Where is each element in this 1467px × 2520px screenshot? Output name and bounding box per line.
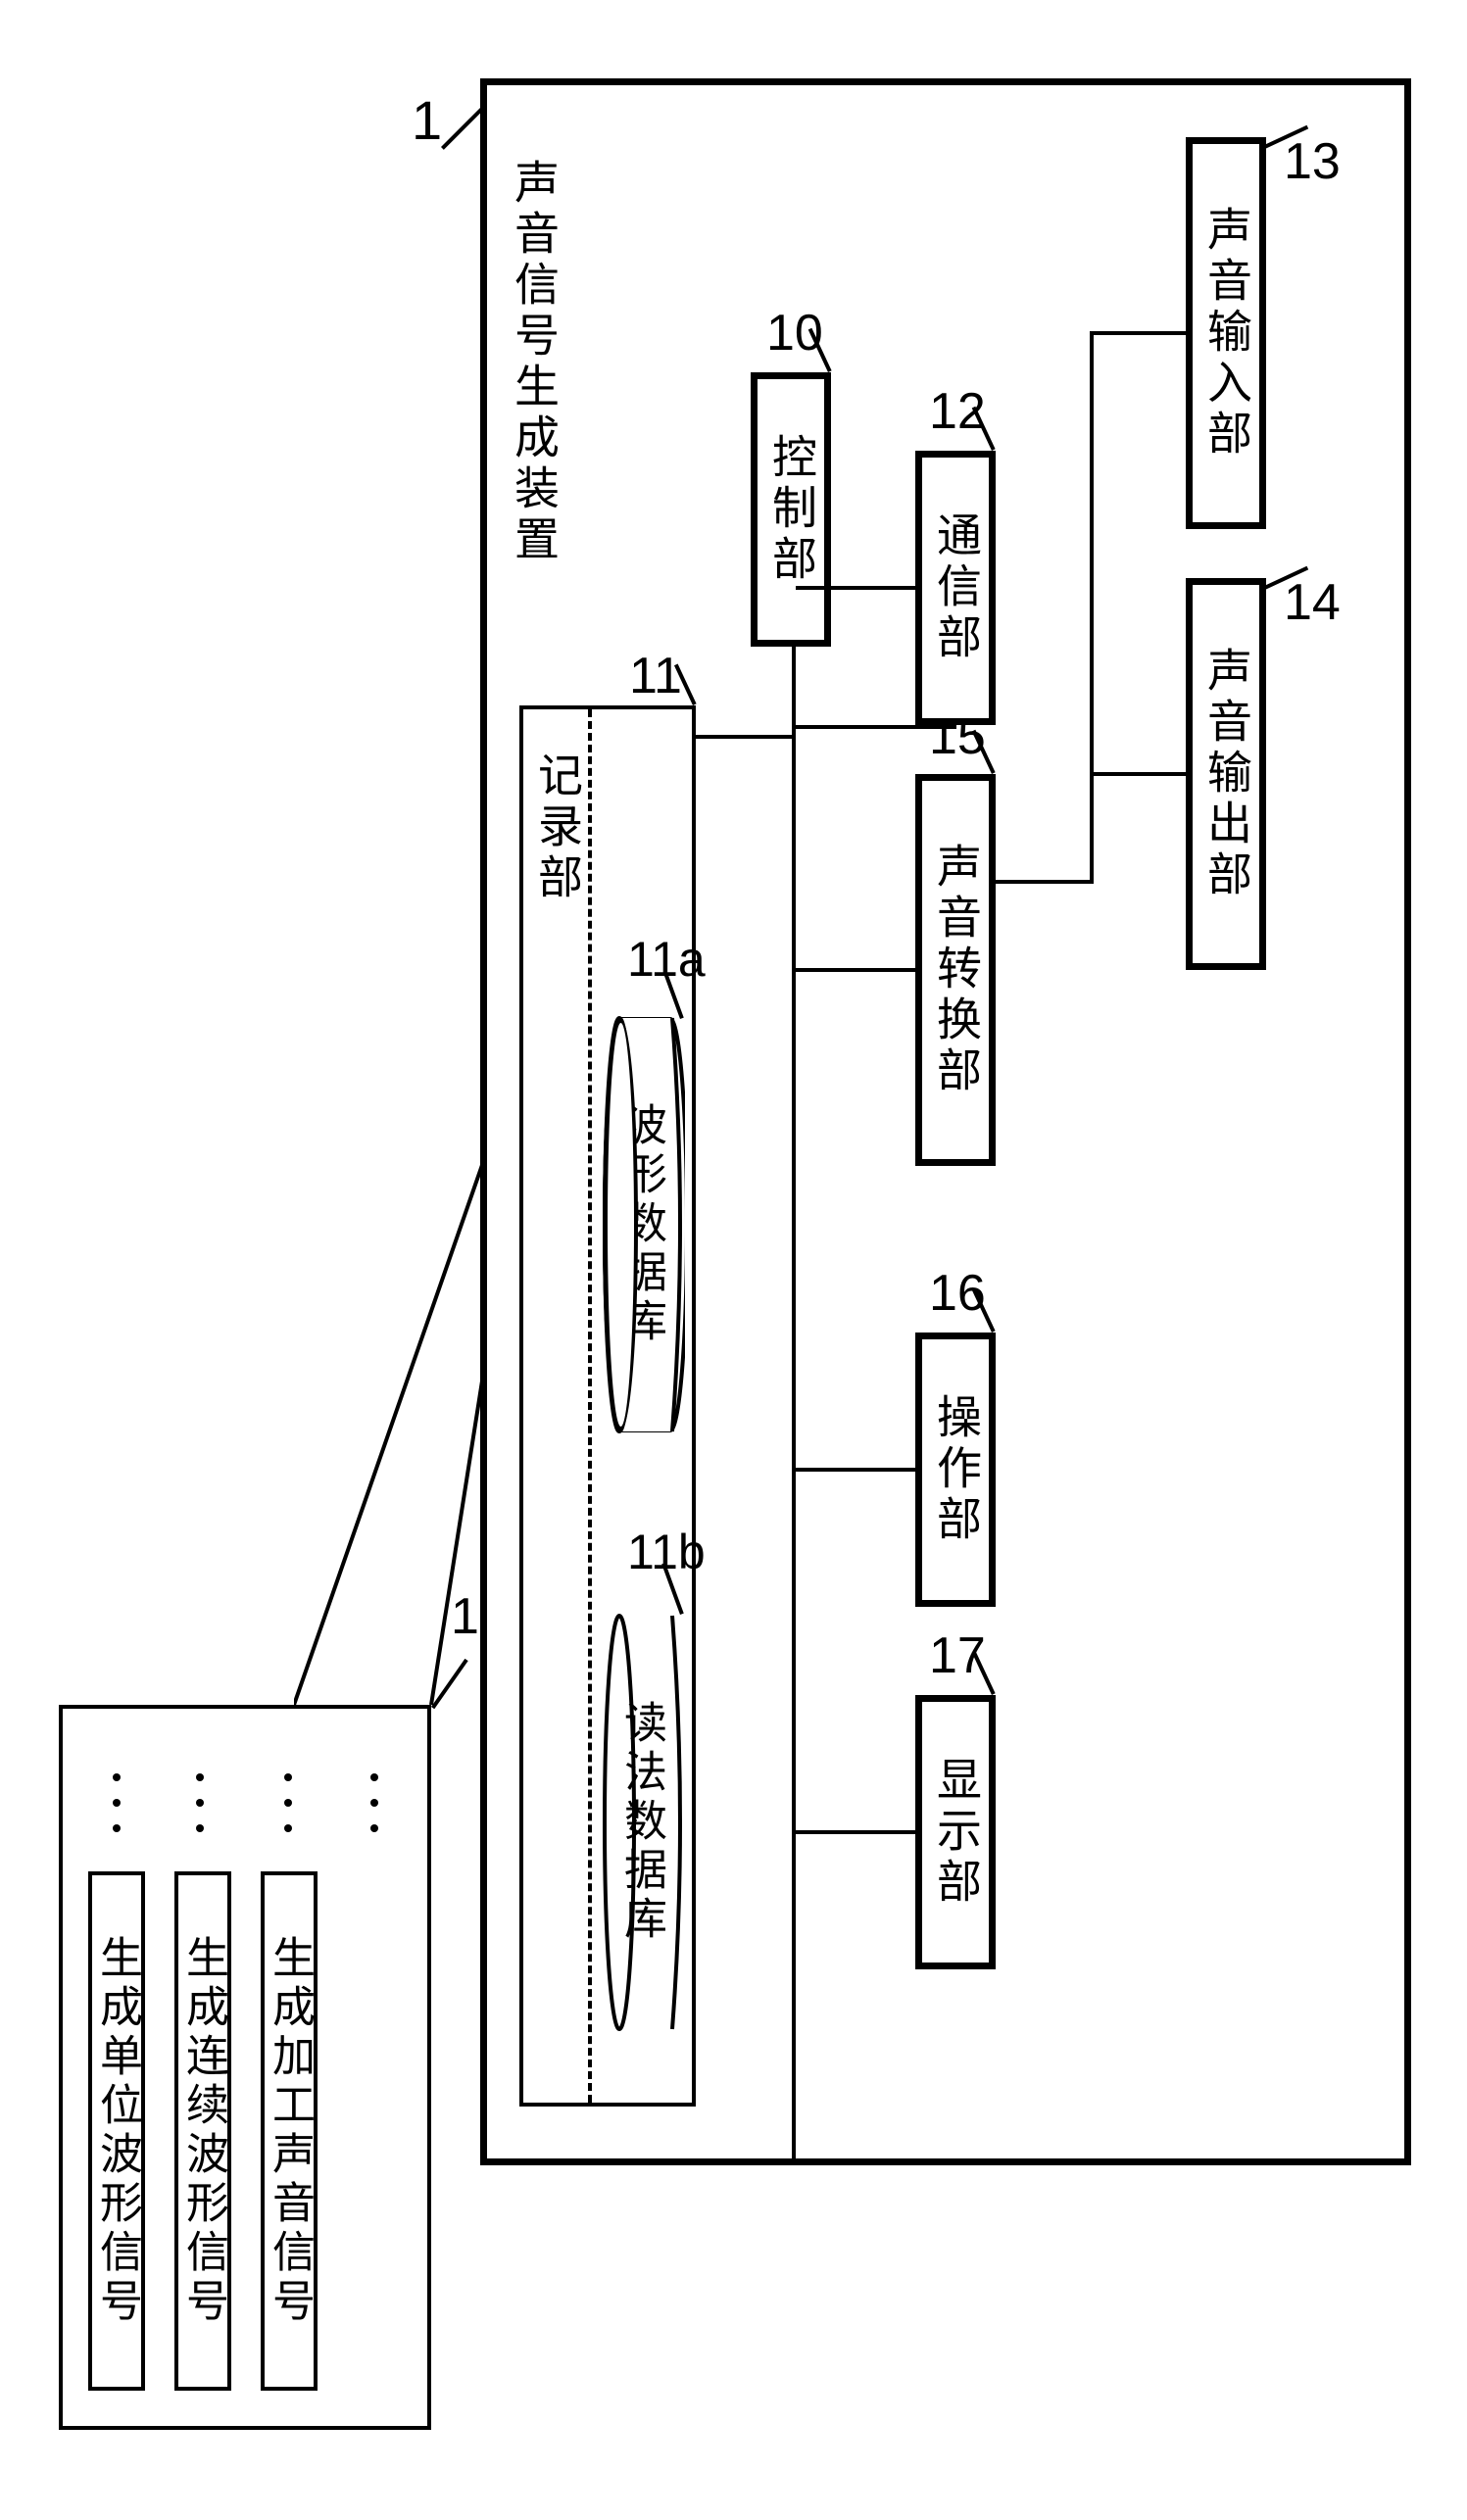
ref-1: 1 xyxy=(412,88,442,152)
c-to-sin xyxy=(1090,331,1188,335)
dots-col xyxy=(113,1773,121,1832)
c-sconv xyxy=(796,968,917,972)
sin-label: 声音输入部 xyxy=(1190,137,1262,529)
device-title: 声音信号生成装置 xyxy=(506,108,561,617)
b100-item-label: 生成连续波形信号 xyxy=(174,1871,231,2391)
c-oper xyxy=(796,1468,917,1472)
sout-label: 声音输出部 xyxy=(1190,578,1262,970)
bus-line xyxy=(792,647,796,2165)
dots-col xyxy=(196,1773,204,1832)
ctrl-label: 控制部 xyxy=(755,372,827,647)
leader xyxy=(441,106,485,150)
c-split-h xyxy=(996,880,1094,884)
oper-label: 操作部 xyxy=(919,1333,992,1607)
b100-item-label: 生成单位波形信号 xyxy=(88,1871,145,2391)
dots-col xyxy=(284,1773,292,1832)
c-disp xyxy=(796,1830,917,1834)
record-dash xyxy=(588,709,592,2103)
ref-11: 11 xyxy=(629,647,682,705)
db2-label: 读法数据库 xyxy=(615,1646,666,1999)
c-comm xyxy=(796,586,917,590)
c-split-v xyxy=(1090,331,1094,884)
diagram-canvas: 生成单位波形信号 生成连续波形信号 生成加工声音信号 100 声音信号生成装置 … xyxy=(0,0,1467,2520)
conn-record xyxy=(696,735,794,739)
ref-13: 13 xyxy=(1284,132,1341,191)
record-title: 记录部 xyxy=(529,730,584,926)
c-to-sout xyxy=(1090,772,1188,776)
dots-col xyxy=(370,1773,378,1832)
comm-label: 通信部 xyxy=(919,451,992,725)
ref-14: 14 xyxy=(1284,573,1341,632)
disp-label: 显示部 xyxy=(919,1695,992,1969)
sconv-label: 声音转换部 xyxy=(919,774,992,1166)
b100-item-label: 生成加工声音信号 xyxy=(261,1871,318,2391)
